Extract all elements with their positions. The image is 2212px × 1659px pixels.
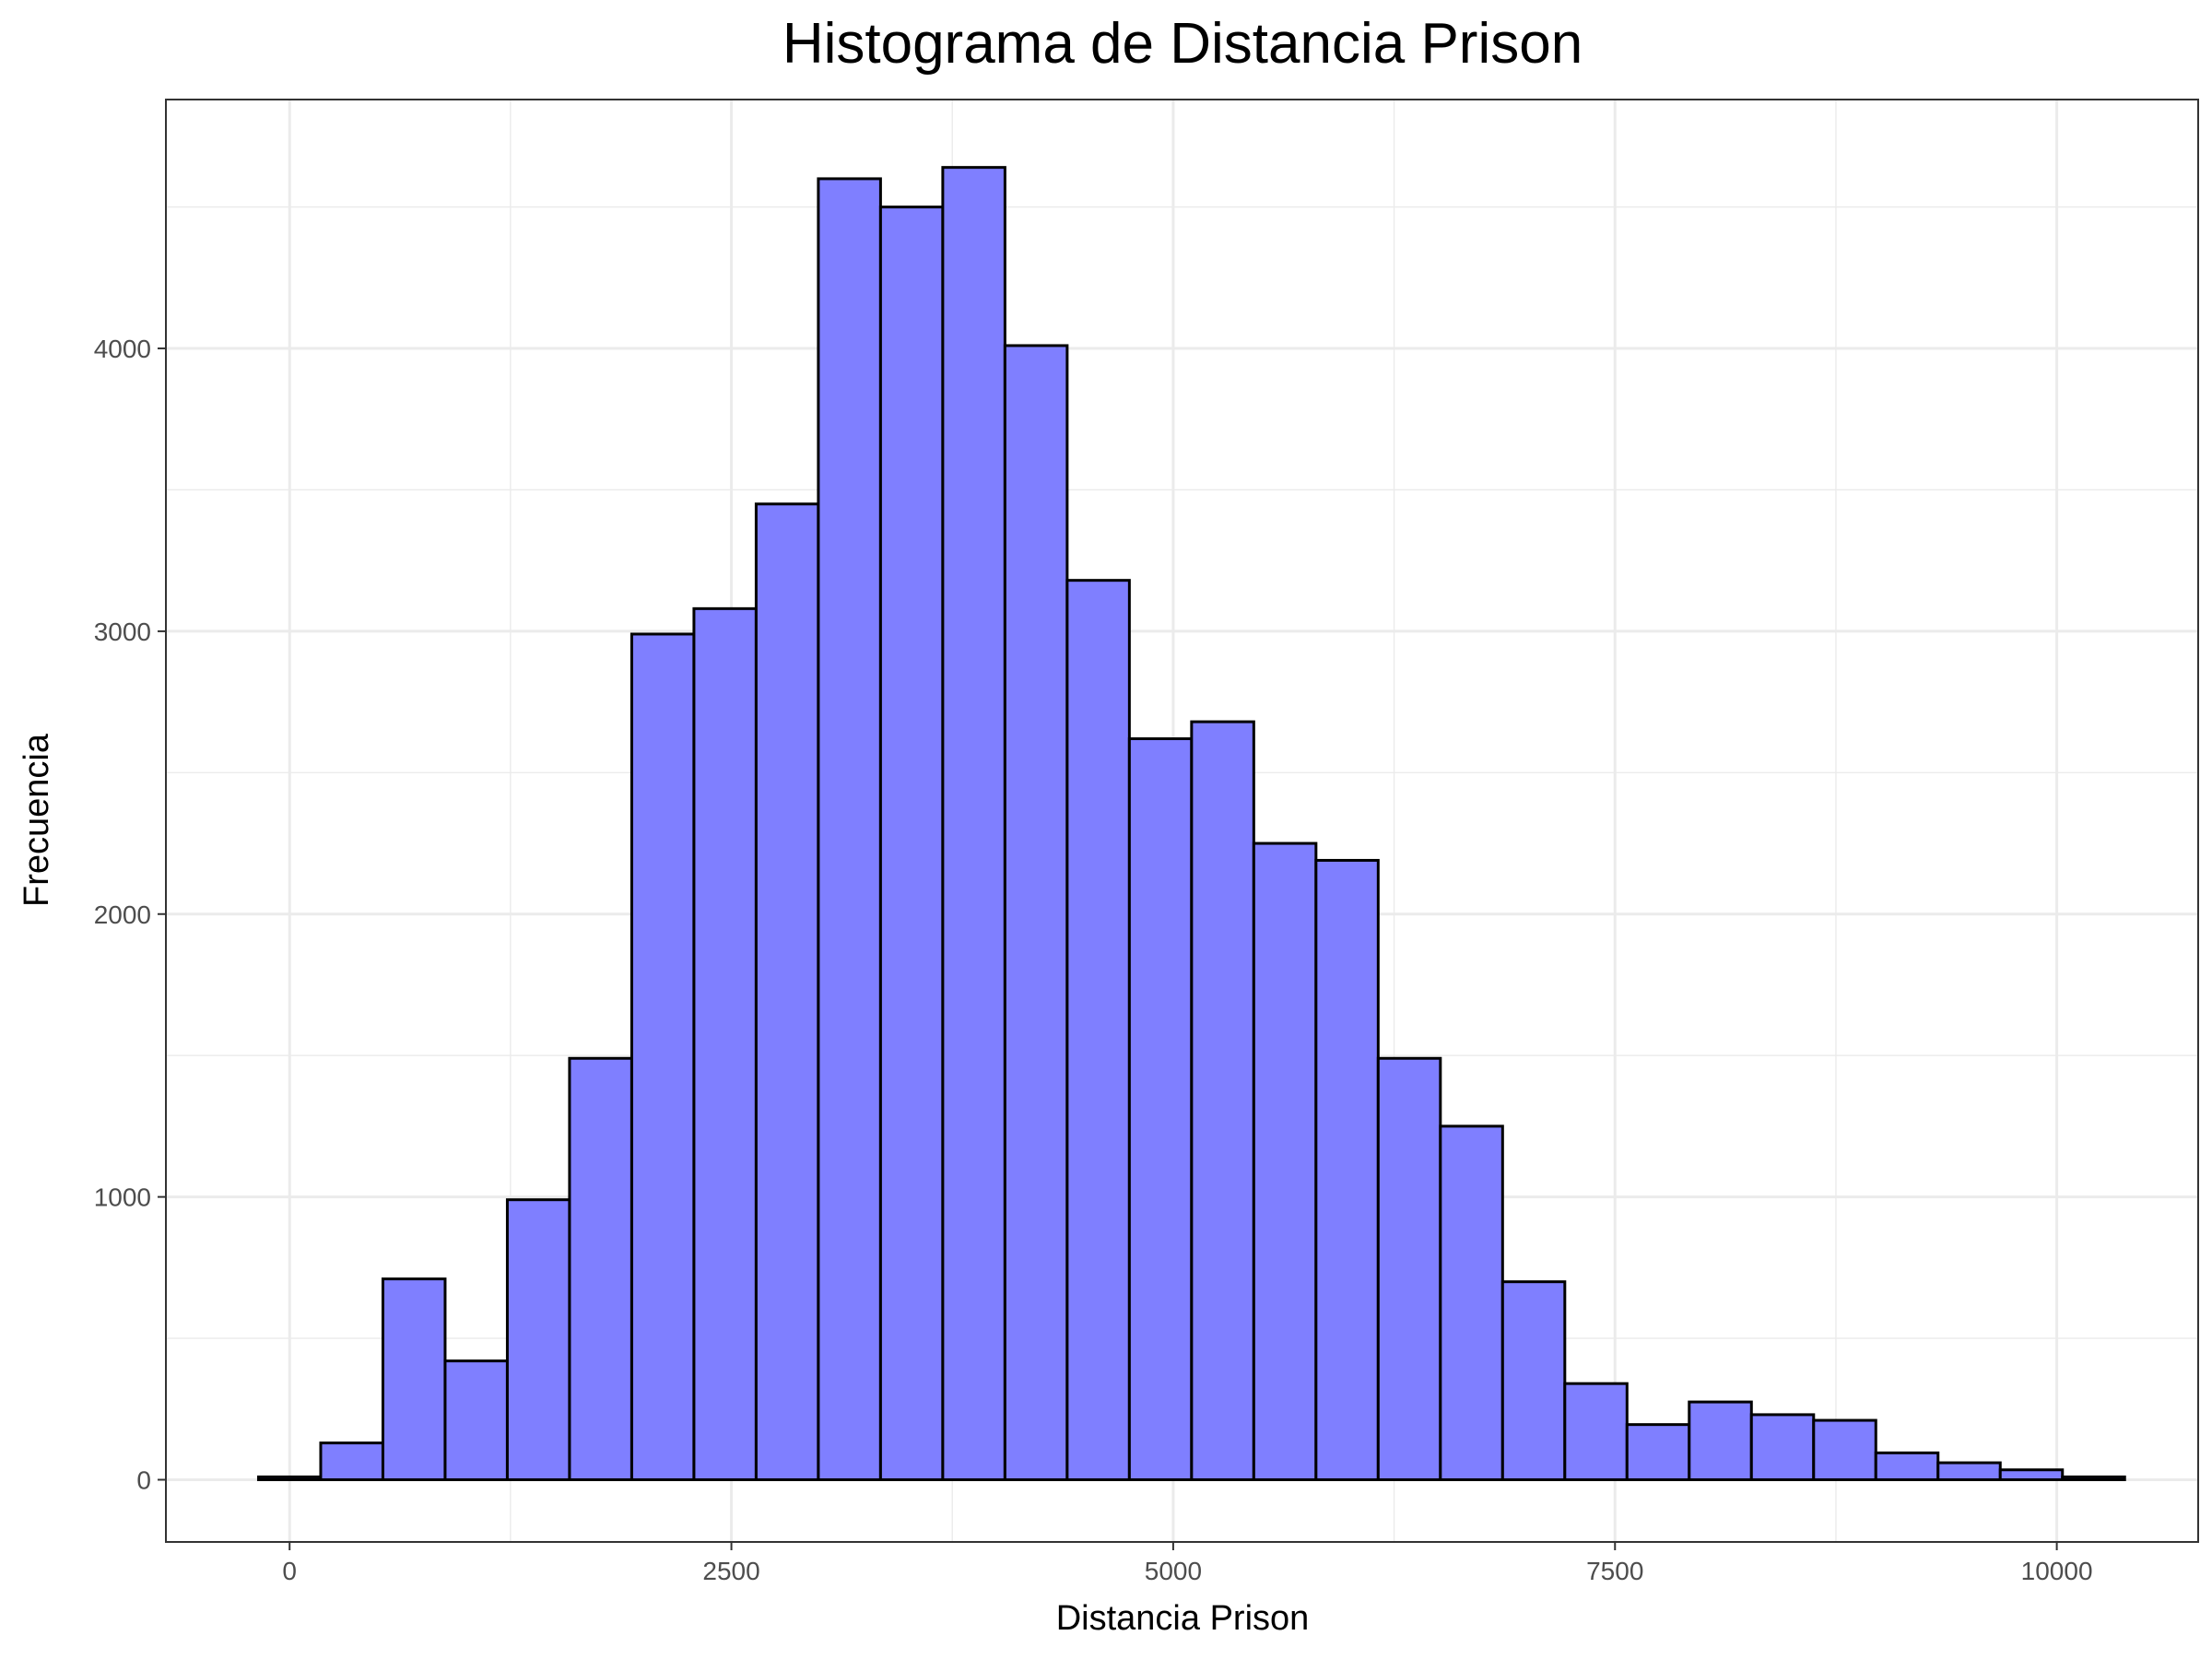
histogram-bar bbox=[505, 1198, 571, 1481]
y-tick-label: 1000 bbox=[94, 1183, 151, 1212]
x-tick-label: 0 bbox=[282, 1557, 297, 1585]
panel-border bbox=[165, 99, 2199, 1543]
histogram-bar bbox=[1749, 1413, 1816, 1481]
histogram-bar bbox=[1314, 858, 1380, 1481]
histogram-bar bbox=[1688, 1400, 1753, 1481]
y-tick-label: 4000 bbox=[94, 335, 151, 363]
histogram-bar bbox=[1625, 1423, 1691, 1481]
histogram-bar bbox=[692, 606, 758, 1481]
chart-title: Histograma de Distancia Prison bbox=[782, 12, 1583, 76]
x-tick-label: 10000 bbox=[2021, 1557, 2093, 1585]
x-tick-label: 7500 bbox=[1586, 1557, 1643, 1585]
histogram-bar bbox=[878, 206, 945, 1481]
histogram-bar bbox=[1003, 344, 1069, 1481]
histogram-bar bbox=[1190, 720, 1255, 1481]
y-tick-label: 2000 bbox=[94, 900, 151, 929]
x-tick-label: 5000 bbox=[1145, 1557, 1202, 1585]
histogram-bar bbox=[817, 177, 882, 1481]
bars bbox=[256, 166, 2126, 1481]
histogram-bar bbox=[568, 1056, 633, 1481]
histogram-bar bbox=[1065, 579, 1131, 1481]
histogram-bar bbox=[1812, 1418, 1877, 1481]
y-tick-label: 0 bbox=[136, 1465, 151, 1494]
histogram-bar bbox=[1500, 1280, 1567, 1481]
histogram-bar bbox=[1252, 841, 1318, 1481]
x-tick-label: 2500 bbox=[702, 1557, 759, 1585]
histogram-bar bbox=[1998, 1468, 2065, 1481]
histogram-bar bbox=[1376, 1056, 1442, 1481]
histogram-bar bbox=[319, 1441, 384, 1481]
histogram-bar bbox=[443, 1359, 509, 1481]
histogram-bar bbox=[381, 1277, 447, 1481]
histogram-bar bbox=[1874, 1451, 1940, 1481]
histogram-bar bbox=[1936, 1461, 2002, 1481]
histogram-bar bbox=[1563, 1382, 1629, 1481]
histogram-bar bbox=[2061, 1475, 2126, 1481]
y-axis-ticks: 0 1000 2000 3000 4000 bbox=[94, 335, 166, 1494]
histogram-bar bbox=[1439, 1124, 1504, 1481]
histogram-bar bbox=[1127, 737, 1194, 1481]
histogram-bar bbox=[256, 1475, 323, 1481]
histogram-bar bbox=[941, 166, 1006, 1481]
x-axis-ticks: 0 2500 5000 7500 10000 bbox=[282, 1542, 2093, 1585]
histogram-bar bbox=[629, 632, 696, 1481]
histogram-bar bbox=[754, 502, 820, 1481]
x-axis-title: Distancia Prison bbox=[1056, 1599, 1310, 1638]
y-axis-title: Frecuencia bbox=[18, 733, 56, 907]
y-tick-label: 3000 bbox=[94, 618, 151, 646]
